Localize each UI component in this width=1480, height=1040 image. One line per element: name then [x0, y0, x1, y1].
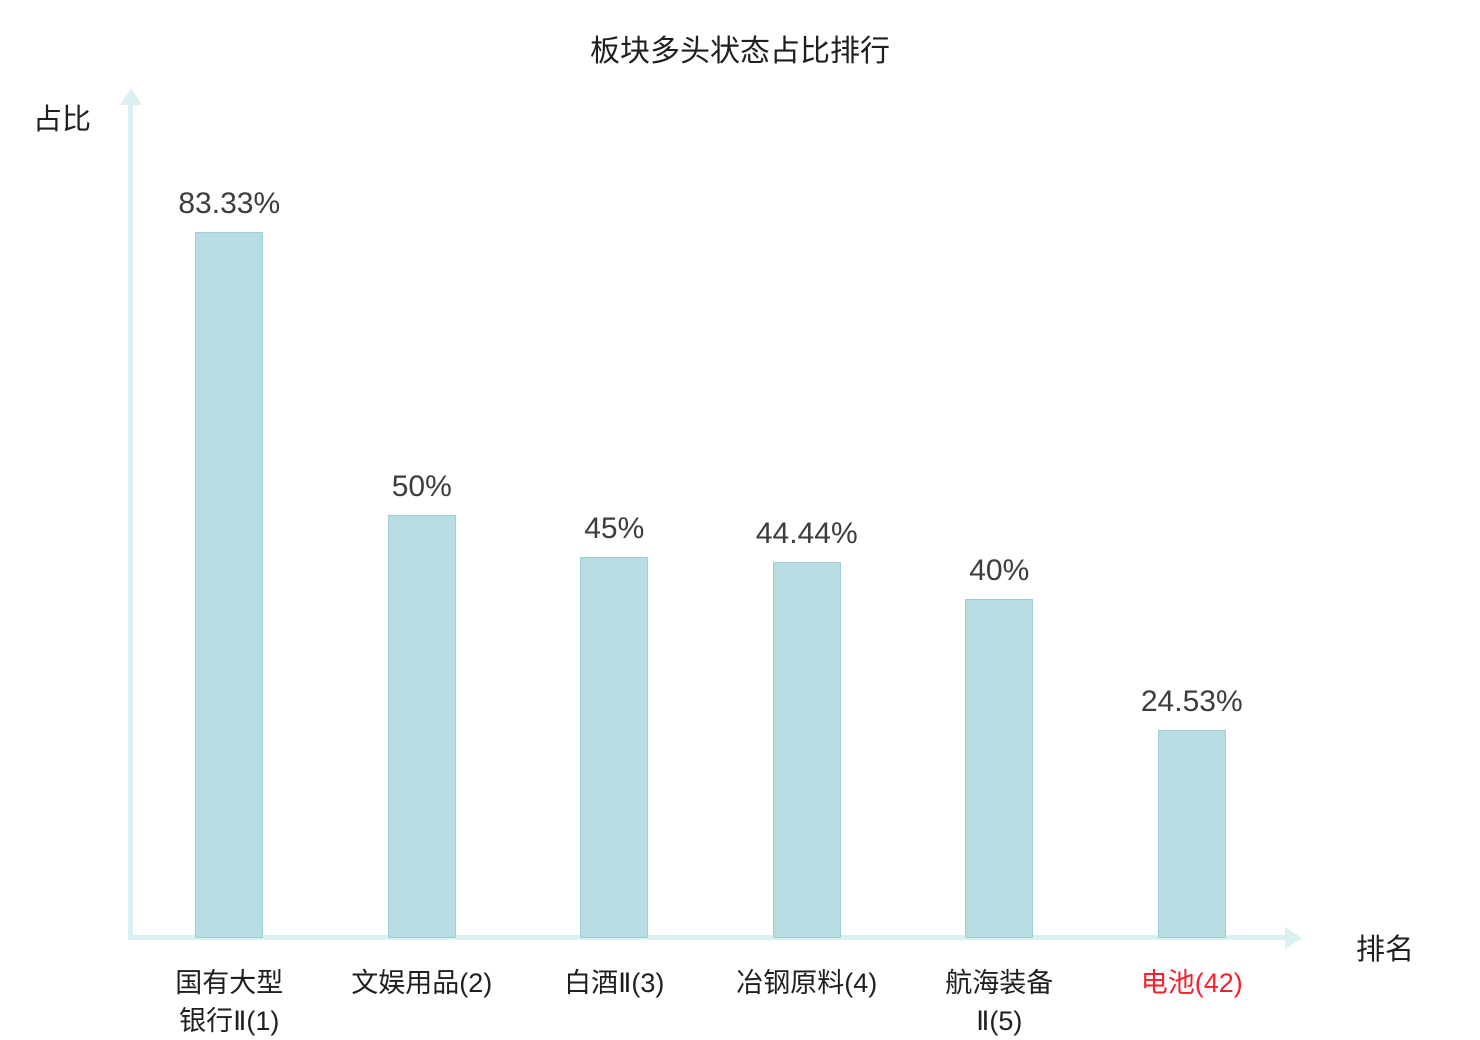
- category-labels: 国有大型银行Ⅱ(1) 文娱用品(2) 白酒Ⅱ(3) 冶钢原料(4) 航海装备 Ⅱ(5) 电池…: [133, 964, 1288, 1040]
- category-label: 白酒Ⅱ(3): [518, 964, 711, 1040]
- bar: [772, 561, 841, 938]
- bar-value-label: 50%: [391, 469, 452, 503]
- category-label: 电池(42): [1096, 964, 1289, 1040]
- bar-value-label: 40%: [969, 554, 1030, 588]
- x-axis-label: 排名: [1356, 934, 1415, 966]
- bar-slot: 83.33%: [133, 91, 326, 938]
- category-label-line: 白酒Ⅱ(3): [564, 968, 665, 998]
- category-label-line: 航海装备: [945, 968, 1054, 998]
- bar-value-label: 83.33%: [178, 187, 281, 221]
- x-axis-arrow-icon: [1285, 927, 1302, 949]
- bar-slot: 44.44%: [711, 91, 904, 938]
- bar: [387, 514, 456, 938]
- category-label: 国有大型银行Ⅱ(1): [133, 964, 326, 1040]
- x-axis-line: [128, 927, 1302, 949]
- bar: [1157, 730, 1226, 938]
- bar-value-label: 44.44%: [755, 516, 858, 550]
- category-label-line: 文娱用品(2): [351, 968, 493, 998]
- bar: [580, 556, 649, 938]
- category-label-line: 国有大型: [175, 968, 284, 998]
- category-label-line: Ⅱ(5): [976, 1006, 1023, 1036]
- category-label: 文娱用品(2): [326, 964, 519, 1040]
- bar-slot: 24.53%: [1096, 91, 1289, 938]
- bar-slot: 40%: [903, 91, 1096, 938]
- plot-area: 83.33% 50% 45% 44.44% 40% 24.53%: [133, 91, 1288, 938]
- y-axis-line: [120, 88, 142, 940]
- bar: [965, 599, 1034, 938]
- bar-slot: 50%: [326, 91, 519, 938]
- category-label: 航海装备 Ⅱ(5): [903, 964, 1096, 1040]
- chart-title: 板块多头状态占比排行: [590, 35, 890, 68]
- category-label: 冶钢原料(4): [711, 964, 904, 1040]
- y-axis-arrow-icon: [120, 88, 142, 105]
- bar: [195, 232, 264, 938]
- bar-slot: 45%: [518, 91, 711, 938]
- category-label-line: 电池(42): [1140, 968, 1243, 998]
- bar-value-label: 45%: [584, 511, 645, 545]
- category-label-line: 银行Ⅱ(1): [179, 1006, 280, 1036]
- category-label-line: 冶钢原料(4): [736, 968, 878, 998]
- y-axis-label: 占比: [33, 104, 92, 136]
- bar-value-label: 24.53%: [1140, 685, 1243, 719]
